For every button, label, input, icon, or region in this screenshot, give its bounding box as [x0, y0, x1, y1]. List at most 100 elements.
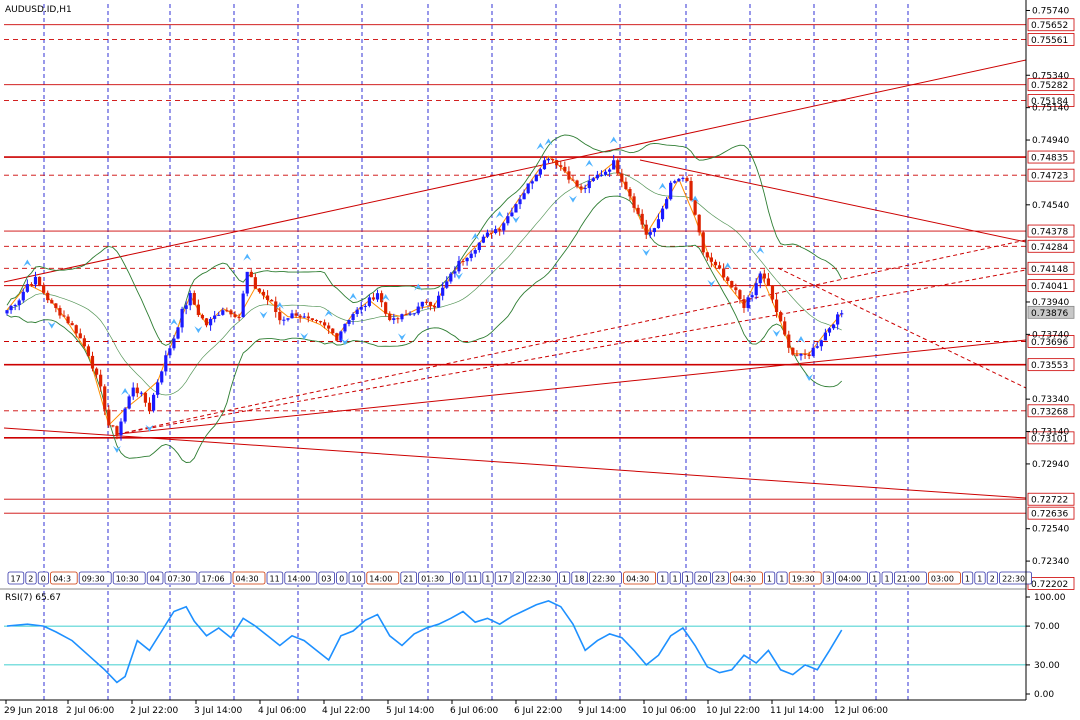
- price-tick-label: 0.73940: [1032, 298, 1069, 308]
- session-box-text: 1: [977, 575, 982, 584]
- price-tick-label: 0.74540: [1032, 201, 1069, 211]
- session-box-text: 2: [990, 575, 995, 584]
- session-box: [869, 571, 881, 585]
- candle-body: [587, 180, 591, 189]
- candle-body: [575, 180, 579, 187]
- candle-body: [485, 232, 490, 237]
- candle-body: [791, 347, 795, 355]
- candle-body: [298, 315, 302, 318]
- price-tick-label: 0.75340: [1032, 71, 1069, 81]
- price-level-tag-text: 0.75561: [1031, 36, 1068, 46]
- candle-body: [428, 301, 433, 306]
- candle-body: [331, 328, 335, 334]
- session-box: [730, 571, 763, 585]
- session-box: [571, 571, 588, 585]
- candle-body: [384, 302, 388, 314]
- rsi-panel[interactable]: [0, 588, 1026, 684]
- candle-body: [416, 306, 420, 314]
- session-box: [894, 571, 927, 585]
- candle-body: [612, 160, 616, 170]
- candle-body: [107, 409, 111, 426]
- fractal-up-arrow: [609, 136, 618, 144]
- candle-body: [713, 261, 718, 266]
- trend-line[interactable]: [777, 267, 1027, 389]
- candlesticks: [5, 154, 844, 441]
- candle-body: [196, 304, 200, 316]
- candle-body: [286, 318, 290, 320]
- session-box: [25, 571, 37, 585]
- candle-body: [665, 199, 669, 209]
- candle-body: [25, 284, 29, 292]
- candle-body: [54, 303, 58, 308]
- candle-body: [840, 313, 844, 315]
- candle-body: [652, 228, 657, 233]
- price-level-tag: [1027, 78, 1075, 92]
- candle-body: [469, 253, 473, 259]
- candle-body: [335, 333, 339, 341]
- session-box-text: 09:30: [82, 575, 105, 584]
- session-box-text: 1: [660, 575, 665, 584]
- bollinger-lower: [6, 195, 843, 463]
- candle-body: [644, 224, 648, 235]
- trend-lines[interactable]: [3, 59, 1027, 499]
- candle-body: [257, 288, 262, 292]
- trend-line[interactable]: [3, 427, 1027, 499]
- price-level-tag-text: 0.73696: [1031, 338, 1068, 348]
- session-box: [112, 571, 146, 585]
- session-box: [928, 571, 961, 585]
- horizontal-levels[interactable]: 0.75652 0.75561 0.75282 0.75184 0.74835 0.747…: [4, 18, 1075, 590]
- session-box: [50, 571, 78, 585]
- candle-body: [29, 284, 34, 286]
- fractal-up-arrow: [121, 388, 130, 396]
- session-box: [712, 571, 729, 585]
- trend-line[interactable]: [117, 239, 1027, 435]
- candle-body: [176, 327, 180, 339]
- fractal-down-arrow: [340, 338, 349, 346]
- session-box: [669, 571, 681, 585]
- candle-body: [379, 293, 384, 303]
- candle-body: [424, 301, 428, 303]
- price-level-tag-text: 0.75652: [1031, 21, 1068, 31]
- candle-body: [151, 394, 156, 411]
- price-level-tag: [1027, 239, 1075, 253]
- candle-body: [608, 169, 612, 172]
- price-level-tag: [1027, 404, 1075, 418]
- time-tick-label: 29 Jun 2018: [4, 706, 58, 716]
- candle-body: [408, 313, 412, 315]
- price-level-tag-text: 0.72636: [1031, 510, 1068, 520]
- fractal-up-arrow: [756, 246, 765, 254]
- candle-body: [779, 312, 783, 322]
- candle-body: [827, 328, 832, 333]
- session-box-text: 22:30: [528, 575, 551, 584]
- candle-body: [42, 285, 46, 293]
- fractal-arrows: [23, 136, 814, 453]
- candle-body: [388, 313, 392, 321]
- session-box-text: 20: [697, 575, 707, 584]
- candle-body: [233, 314, 237, 318]
- price-level-tag: [1027, 506, 1075, 520]
- candle-body: [836, 314, 840, 325]
- trend-line[interactable]: [117, 339, 1027, 435]
- candle-body: [375, 293, 380, 300]
- candle-body: [734, 287, 738, 291]
- candle-body: [66, 316, 70, 324]
- price-tick-label: 0.73340: [1032, 395, 1069, 405]
- candle-body: [119, 421, 123, 436]
- fractal-up-arrow: [23, 259, 32, 267]
- fractal-down-arrow: [805, 374, 814, 382]
- candle-body: [245, 271, 249, 294]
- candle-body: [94, 368, 99, 375]
- price-tick-label: 0.72940: [1032, 460, 1069, 470]
- trend-line[interactable]: [639, 159, 1027, 243]
- price-level-tag-text: 0.72722: [1031, 496, 1068, 506]
- time-tick-label: 11 Jul 14:00: [770, 706, 824, 716]
- candle-body: [620, 173, 624, 182]
- time-tick-label: 6 Jul 06:00: [450, 706, 499, 716]
- session-box-text: 11: [468, 575, 478, 584]
- candle-body: [693, 200, 697, 215]
- fractal-up-arrow: [243, 253, 252, 261]
- grid-lines: [43, 4, 909, 700]
- trend-line[interactable]: [3, 59, 1027, 283]
